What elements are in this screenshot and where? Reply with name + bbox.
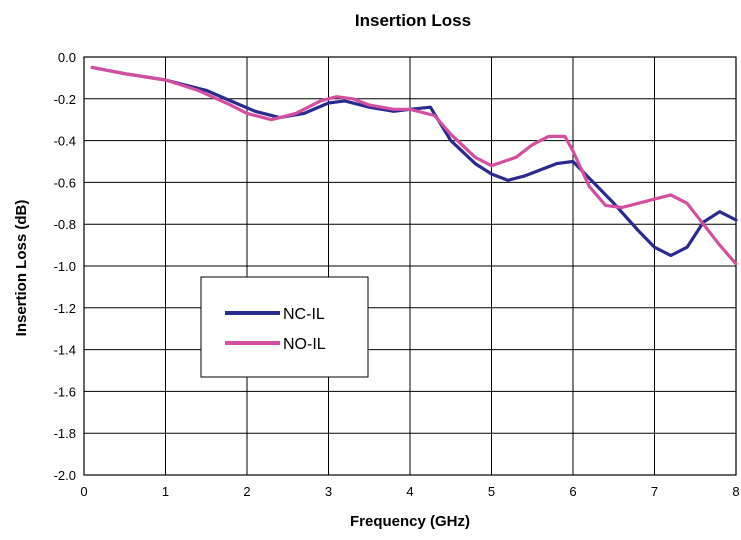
y-tick-label: -1.8 [54, 426, 76, 441]
y-tick-label: -1.4 [54, 343, 76, 358]
legend-label-no-il: NO-IL [283, 336, 326, 353]
x-tick-label: 7 [651, 484, 658, 499]
x-axis-label: Frequency (GHz) [350, 513, 470, 530]
legend: NC-IL NO-IL [200, 276, 369, 378]
legend-label-nc-il: NC-IL [283, 306, 325, 323]
grid-lines [83, 56, 737, 476]
y-axis-label: Insertion Loss (dB) [13, 200, 30, 337]
x-tick-label: 1 [162, 484, 169, 499]
y-tick-label: -0.2 [54, 92, 76, 107]
x-tick-label: 2 [243, 484, 250, 499]
y-tick-label: 0.0 [58, 50, 76, 65]
x-tick-label: 5 [488, 484, 495, 499]
y-tick-label: -1.0 [54, 259, 76, 274]
x-tick-label: 3 [325, 484, 332, 499]
y-tick-label: -1.2 [54, 301, 76, 316]
y-tick-label: -1.6 [54, 384, 76, 399]
x-tick-label: 4 [406, 484, 413, 499]
y-tick-label: -0.4 [54, 134, 76, 149]
x-tick-labels: 0 1 2 3 4 5 6 7 8 [80, 484, 739, 499]
x-tick-label: 8 [732, 484, 739, 499]
series-layer [90, 65, 738, 266]
x-tick-label: 6 [569, 484, 576, 499]
x-tick-label: 0 [80, 484, 87, 499]
legend-box [200, 276, 369, 378]
series-line-nc-il [90, 65, 738, 258]
y-tick-labels: 0.0 -0.2 -0.4 -0.6 -0.8 -1.0 -1.2 -1.4 -1.6 -1.8 -… [54, 50, 76, 483]
series-line-no-il [90, 65, 738, 266]
y-tick-label: -0.8 [54, 217, 76, 232]
chart-title: Insertion Loss [355, 11, 471, 30]
plot-frame [83, 56, 737, 476]
y-tick-label: -2.0 [54, 468, 76, 483]
y-tick-label: -0.6 [54, 175, 76, 190]
